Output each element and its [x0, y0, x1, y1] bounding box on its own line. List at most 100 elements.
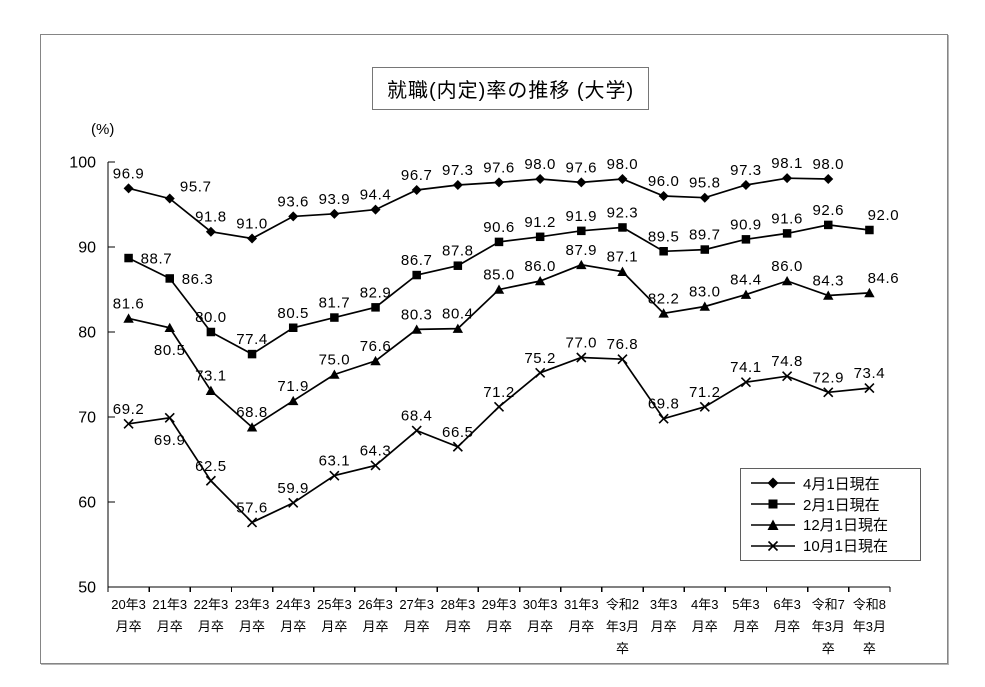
data-label: 94.4: [360, 187, 392, 204]
diamond-marker-icon: [751, 477, 795, 489]
chart-title: 就職(内定)率の推移 (大学): [387, 80, 635, 102]
data-label: 96.7: [401, 167, 433, 184]
x-marker: [411, 425, 422, 436]
data-label: 92.3: [607, 204, 639, 221]
x-axis-category-label: 卒: [616, 641, 629, 656]
data-label: 69.9: [154, 432, 186, 449]
y-axis-tick-label: 70: [78, 410, 96, 427]
data-label: 93.9: [319, 191, 351, 208]
triangle-marker: [658, 308, 669, 318]
square-marker: [247, 349, 257, 359]
data-label: 71.9: [277, 378, 309, 395]
data-label: 59.9: [277, 480, 309, 497]
triangle-marker: [329, 369, 340, 379]
x-axis-category-label: 年3月: [606, 619, 639, 634]
diamond-marker: [658, 191, 669, 201]
triangle-marker: [370, 355, 381, 366]
data-label: 86.0: [524, 258, 556, 275]
x-axis-category-label: 24年3: [276, 597, 311, 612]
square-marker: [371, 303, 380, 312]
data-label: 87.8: [442, 243, 474, 260]
diamond-marker: [823, 174, 834, 184]
data-label: 80.4: [442, 306, 474, 323]
data-label: 87.9: [566, 242, 598, 259]
data-label: 87.1: [607, 249, 639, 266]
x-axis-category-label: 年3月: [853, 619, 886, 634]
x-axis-category-label: 月卒: [239, 619, 265, 634]
data-label: 90.9: [730, 216, 762, 233]
data-label: 89.7: [689, 227, 721, 244]
data-label: 57.6: [236, 499, 268, 516]
x-axis-category-label: 月卒: [733, 619, 759, 634]
x-marker: [782, 371, 793, 382]
data-label: 71.2: [483, 384, 515, 401]
x-axis-category-label: 卒: [863, 641, 876, 656]
x-axis-category-label: 月卒: [486, 619, 512, 634]
x-axis-category-label: 3年3: [650, 597, 677, 612]
diamond-marker: [370, 204, 381, 215]
data-label: 69.8: [648, 396, 680, 413]
x-axis-category-label: 卒: [822, 641, 835, 656]
x-axis-category-label: 月卒: [404, 619, 430, 634]
legend-item-december: 12月1日現在: [750, 515, 914, 535]
data-label: 80.5: [154, 342, 186, 359]
data-label: 91.0: [236, 216, 268, 233]
data-label: 91.9: [566, 208, 598, 225]
x-axis-category-label: 年3月: [812, 619, 845, 634]
x-axis-category-label: 月卒: [116, 619, 142, 634]
x-marker: [864, 383, 875, 394]
x-marker: [370, 460, 381, 471]
legend-label-october: 10月1日現在: [803, 538, 889, 556]
square-marker: [659, 247, 668, 256]
x-axis-category-label: 令和8: [853, 597, 886, 612]
square-marker-icon: [751, 499, 795, 509]
data-label: 80.5: [277, 305, 309, 322]
x-marker: [123, 418, 134, 429]
diamond-marker: [411, 185, 422, 196]
x-axis-category-label: 26年3: [358, 597, 393, 612]
x-axis-category-label: 月卒: [568, 619, 594, 634]
diamond-marker: [123, 183, 134, 194]
4月1日現在-line: [128, 177, 829, 240]
data-label: 72.9: [812, 369, 844, 386]
diamond-marker: [329, 208, 340, 219]
legend-label-february: 2月1日現在: [803, 496, 880, 514]
x-axis-category-label: 5年3: [732, 597, 759, 612]
data-label: 97.6: [483, 159, 515, 176]
x-marker: [823, 387, 834, 398]
data-label: 71.2: [689, 384, 721, 401]
data-label: 91.2: [524, 214, 556, 231]
data-label: 88.7: [141, 251, 173, 268]
triangle-marker: [576, 259, 587, 270]
data-label: 80.0: [195, 309, 227, 326]
data-label: 96.9: [113, 165, 145, 182]
data-label: 93.6: [277, 193, 309, 210]
square-marker: [577, 226, 586, 236]
data-label: 84.6: [868, 270, 900, 287]
x-marker-icon: [751, 540, 795, 551]
triangle-marker: [164, 322, 175, 333]
data-label: 89.5: [648, 228, 680, 245]
square-marker: [288, 323, 298, 332]
square-marker: [824, 220, 833, 230]
y-axis-tick-label: 90: [78, 240, 96, 257]
legend-item-april: 4月1日現在: [750, 473, 914, 493]
x-axis-category-label: 月卒: [363, 619, 389, 634]
x-axis-category-label: 27年3: [399, 597, 434, 612]
x-axis-category-label: 月卒: [527, 619, 553, 634]
data-label: 91.6: [771, 210, 803, 227]
x-axis-category-label: 月卒: [321, 619, 347, 634]
triangle-marker: [617, 266, 628, 276]
data-label: 62.5: [195, 458, 227, 475]
triangle-marker-icon: [751, 519, 795, 530]
data-label: 92.6: [812, 202, 844, 219]
data-label: 95.7: [180, 179, 212, 196]
x-axis-category-label: 23年3: [235, 597, 270, 612]
x-marker: [535, 367, 546, 378]
y-axis-tick-label: 50: [78, 580, 96, 597]
x-axis-category-label: 22年3: [194, 597, 229, 612]
x-axis-category-label: 25年3: [317, 597, 352, 612]
square-marker: [782, 229, 792, 238]
triangle-marker: [699, 301, 710, 311]
